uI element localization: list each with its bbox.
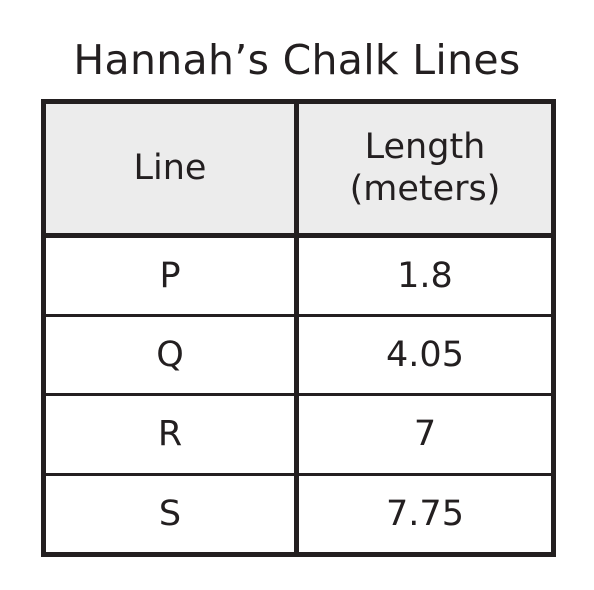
length-cell: 4.05 [295, 313, 554, 397]
line-cell: Q [43, 313, 299, 397]
line-cell: P [43, 233, 299, 317]
table-title: Hannah’s Chalk Lines [73, 36, 521, 84]
header-line: Line [43, 101, 299, 238]
line-cell: S [43, 472, 299, 556]
line-cell: R [43, 393, 299, 476]
length-cell: 1.8 [295, 233, 554, 317]
table-row: Q 4.05 [43, 313, 554, 397]
table-header-row: Line Length (meters) [43, 101, 554, 238]
header-length: Length (meters) [295, 101, 554, 238]
chalk-lines-table: Line Length (meters) P 1.8 Q 4.05 R 7 S … [41, 99, 556, 557]
header-length-unit: (meters) [349, 169, 501, 210]
header-length-label: Length [364, 127, 486, 168]
table-row: S 7.75 [43, 472, 554, 556]
length-cell: 7.75 [295, 472, 554, 556]
length-cell: 7 [295, 393, 554, 476]
table-row: P 1.8 [43, 233, 554, 317]
header-line-label: Line [133, 148, 207, 189]
table-row: R 7 [43, 393, 554, 476]
